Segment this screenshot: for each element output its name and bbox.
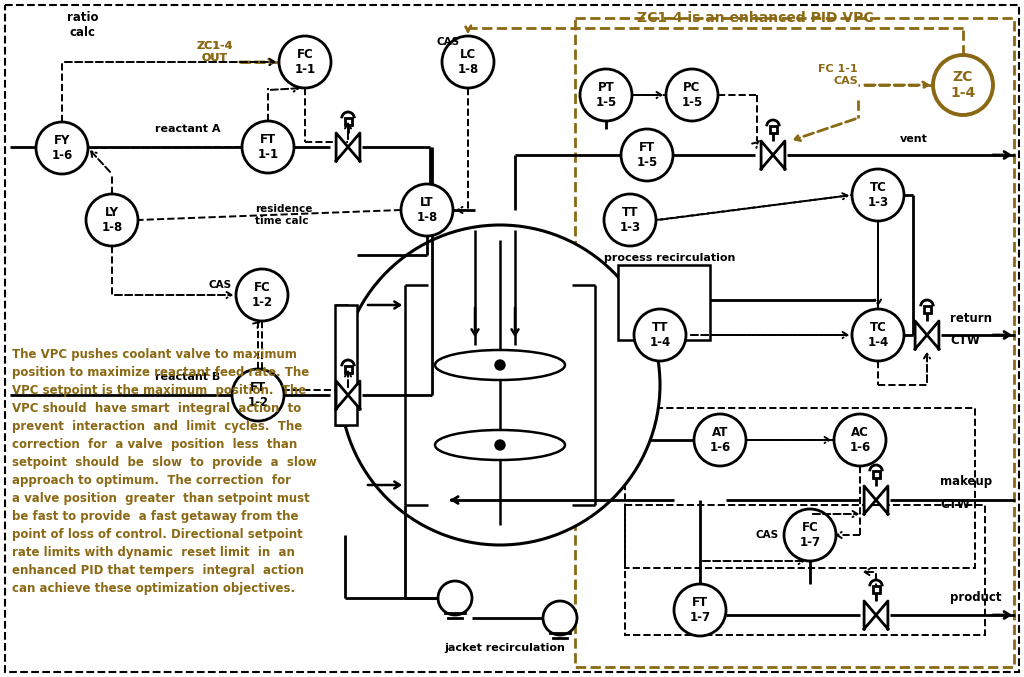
Ellipse shape	[852, 169, 904, 221]
Text: process recirculation: process recirculation	[604, 253, 735, 263]
Bar	[344, 118, 351, 125]
Polygon shape	[761, 141, 773, 169]
Text: CAS: CAS	[437, 37, 460, 47]
Text: FC 1-1
CAS: FC 1-1 CAS	[818, 64, 858, 86]
Ellipse shape	[36, 122, 88, 174]
Bar	[924, 306, 931, 313]
Ellipse shape	[604, 194, 656, 246]
Text: reactant B: reactant B	[155, 372, 220, 382]
Text: LT
1-8: LT 1-8	[417, 196, 437, 224]
Bar	[335, 305, 357, 425]
Polygon shape	[864, 486, 876, 514]
Ellipse shape	[442, 36, 494, 88]
Text: TC
1-4: TC 1-4	[867, 321, 889, 349]
Text: LY
1-8: LY 1-8	[101, 206, 123, 234]
Ellipse shape	[784, 509, 836, 561]
Text: FC
1-2: FC 1-2	[252, 281, 272, 309]
Text: CAS: CAS	[209, 280, 232, 290]
Text: reactant A: reactant A	[155, 124, 220, 134]
Text: PC
1-5: PC 1-5	[681, 81, 702, 109]
Bar	[575, 18, 1014, 667]
Text: ZC
1-4: ZC 1-4	[950, 70, 976, 100]
Text: PT
1-5: PT 1-5	[595, 81, 616, 109]
Ellipse shape	[852, 309, 904, 361]
Text: CAS: CAS	[756, 530, 779, 540]
Text: AC
1-6: AC 1-6	[849, 426, 870, 454]
Polygon shape	[348, 133, 359, 161]
Text: ZC1-4 is an enhanced PID VPC: ZC1-4 is an enhanced PID VPC	[637, 11, 873, 25]
Polygon shape	[876, 601, 888, 629]
Bar	[618, 265, 710, 340]
Circle shape	[543, 601, 577, 635]
Polygon shape	[348, 381, 359, 409]
Ellipse shape	[834, 414, 886, 466]
Polygon shape	[773, 141, 785, 169]
Ellipse shape	[435, 430, 565, 460]
Text: FT
1-7: FT 1-7	[689, 596, 711, 624]
Text: ZC1-4
OUT: ZC1-4 OUT	[197, 41, 233, 63]
Ellipse shape	[674, 584, 726, 636]
Text: makeup: makeup	[940, 475, 992, 489]
Text: FC
1-1: FC 1-1	[295, 48, 315, 76]
Ellipse shape	[435, 350, 565, 380]
Circle shape	[438, 581, 472, 615]
Ellipse shape	[242, 121, 294, 173]
Text: return: return	[950, 313, 992, 326]
Circle shape	[495, 440, 505, 450]
Bar	[769, 127, 776, 133]
Ellipse shape	[86, 194, 138, 246]
Text: product: product	[950, 590, 1001, 603]
Text: The VPC pushes coolant valve to maximum
position to maximize reactant feed rate.: The VPC pushes coolant valve to maximum …	[12, 348, 316, 595]
Text: ratio
calc: ratio calc	[68, 11, 98, 39]
Text: FC
1-7: FC 1-7	[800, 521, 820, 549]
Circle shape	[495, 360, 505, 370]
Text: CTW: CTW	[940, 498, 970, 512]
Polygon shape	[864, 601, 876, 629]
Ellipse shape	[232, 369, 284, 421]
Ellipse shape	[933, 55, 993, 115]
Text: FT
1-1: FT 1-1	[257, 133, 279, 161]
Text: jacket recirculation: jacket recirculation	[444, 643, 565, 653]
Bar	[625, 408, 975, 568]
Text: FY
1-6: FY 1-6	[51, 134, 73, 162]
Text: residence
time calc: residence time calc	[255, 204, 312, 226]
Ellipse shape	[580, 69, 632, 121]
Ellipse shape	[236, 269, 288, 321]
Bar	[872, 586, 880, 593]
Polygon shape	[927, 321, 939, 349]
Text: FT
1-5: FT 1-5	[636, 141, 657, 169]
Circle shape	[340, 225, 660, 545]
Text: vent: vent	[900, 134, 928, 144]
Text: TT
1-4: TT 1-4	[649, 321, 671, 349]
Ellipse shape	[621, 129, 673, 181]
Polygon shape	[336, 133, 348, 161]
Ellipse shape	[666, 69, 718, 121]
Ellipse shape	[634, 309, 686, 361]
Bar	[625, 505, 985, 635]
Text: FT
1-2: FT 1-2	[248, 381, 268, 409]
Polygon shape	[915, 321, 927, 349]
Bar	[872, 471, 880, 478]
Text: TT
1-3: TT 1-3	[620, 206, 641, 234]
Polygon shape	[876, 486, 888, 514]
Text: AT
1-6: AT 1-6	[710, 426, 731, 454]
Ellipse shape	[694, 414, 746, 466]
Ellipse shape	[279, 36, 331, 88]
Text: TC
1-3: TC 1-3	[867, 181, 889, 209]
Bar	[344, 366, 351, 373]
Text: LC
1-8: LC 1-8	[458, 48, 478, 76]
Text: CTW: CTW	[950, 334, 980, 347]
Text: ZC1-4
OUT: ZC1-4 OUT	[197, 41, 233, 63]
Polygon shape	[336, 381, 348, 409]
Ellipse shape	[401, 184, 453, 236]
